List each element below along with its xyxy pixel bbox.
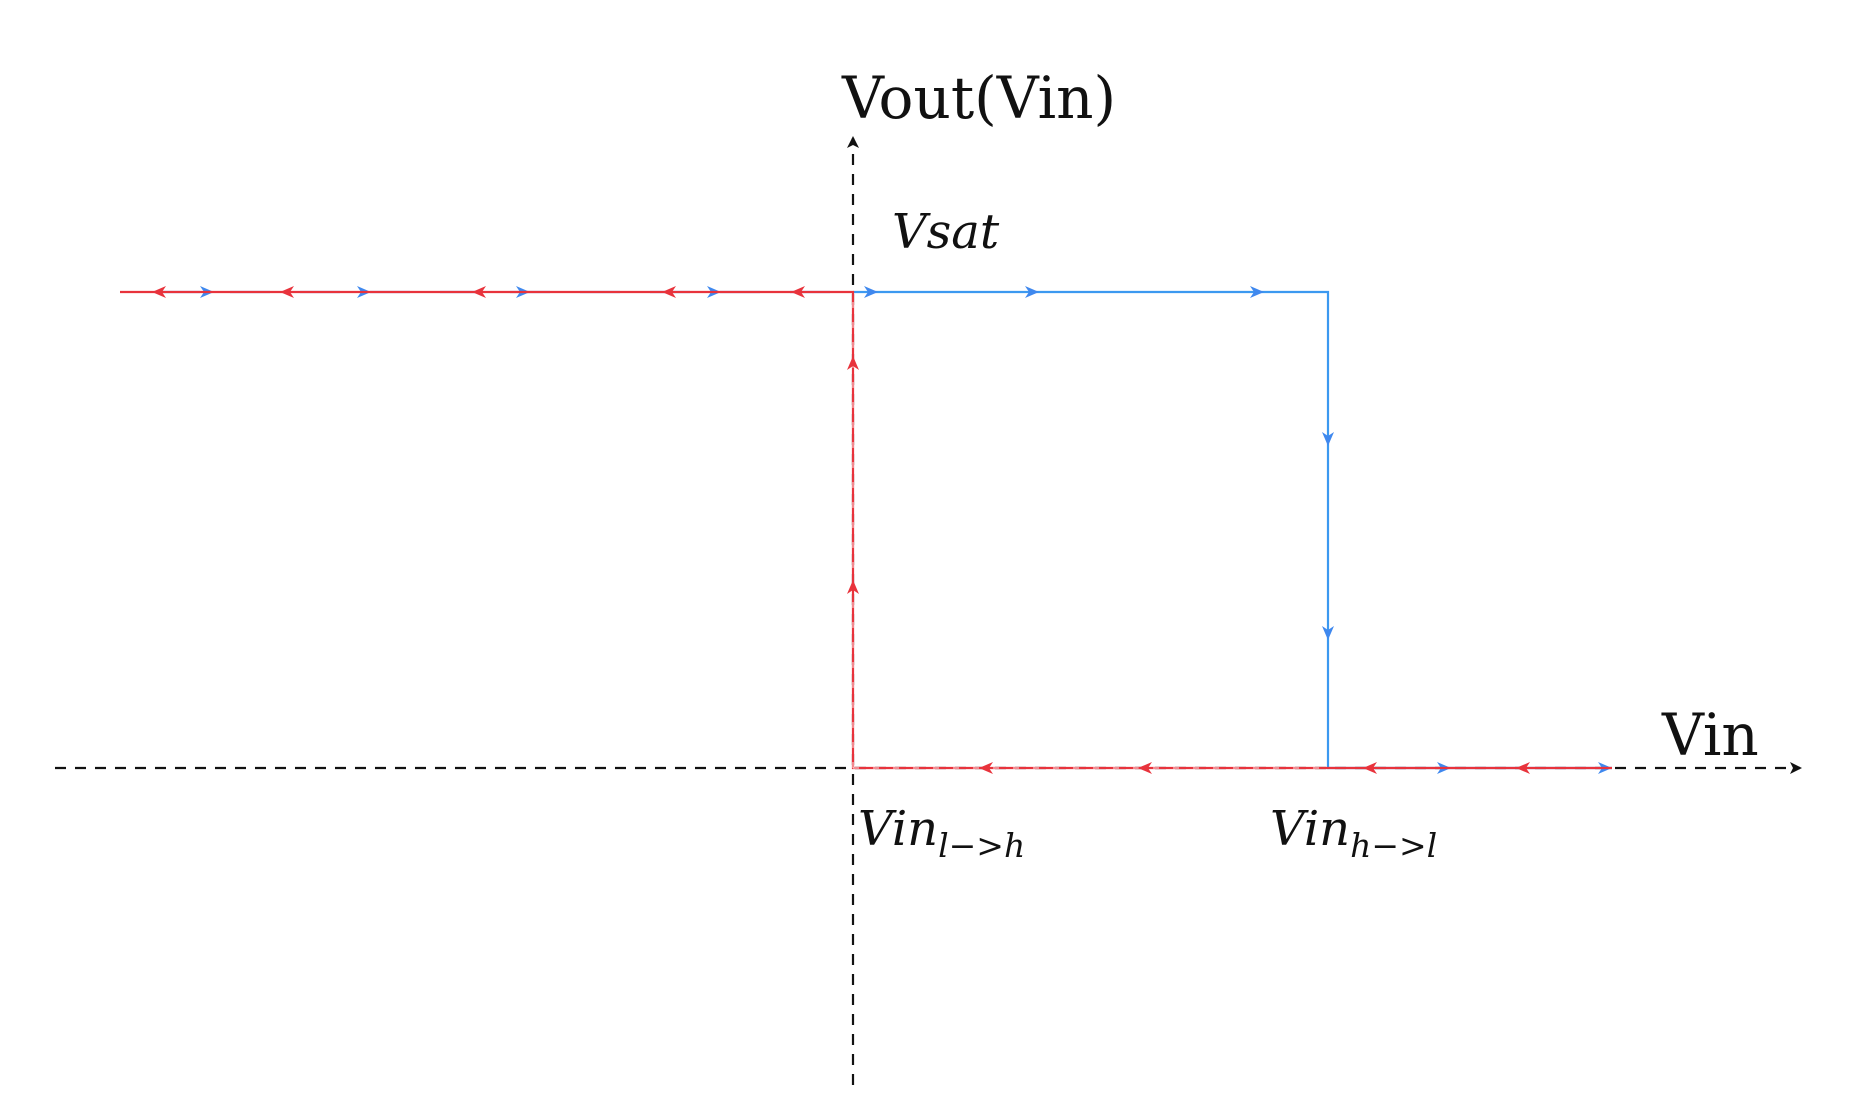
blue-hysteresis-line xyxy=(853,290,1612,770)
red-arrow-left-icon xyxy=(1138,762,1152,774)
threshold-high-low-sub: h−>l xyxy=(1350,826,1437,865)
red-hysteresis-line xyxy=(120,290,1612,770)
threshold-low-high-main: Vin xyxy=(858,801,938,857)
threshold-high-low-label: Vinh−>l xyxy=(1270,801,1437,865)
red-arrow-left-icon xyxy=(472,286,486,298)
blue-arrow-right-icon xyxy=(1025,286,1039,298)
decreasing-input-path xyxy=(120,286,1612,774)
red-arrow-left-icon xyxy=(1363,762,1377,774)
red-arrow-left-icon xyxy=(1516,762,1530,774)
threshold-high-low-main: Vin xyxy=(1270,801,1350,857)
red-arrow-left-icon xyxy=(662,286,676,298)
red-arrow-left-icon xyxy=(280,286,294,298)
blue-arrow-right-icon xyxy=(1250,286,1264,298)
saturation-label: Vsat xyxy=(892,204,1000,260)
threshold-low-high-label: Vinl−>h xyxy=(858,801,1025,865)
svg-text:Vinl−>h: Vinl−>h xyxy=(858,801,1025,865)
labels: Vout(Vin) Vin Vsat Vinl−>h Vinh−>l xyxy=(841,64,1759,865)
red-arrow-up-icon xyxy=(847,580,859,594)
blue-arrow-right-icon xyxy=(864,286,878,298)
red-arrow-left-icon xyxy=(791,286,805,298)
threshold-low-high-sub: l−>h xyxy=(938,826,1025,865)
red-arrow-left-icon xyxy=(152,286,166,298)
blue-arrow-down-icon xyxy=(1322,432,1334,446)
y-axis-title: Vout(Vin) xyxy=(841,64,1116,132)
svg-text:Vinh−>l: Vinh−>l xyxy=(1270,801,1437,865)
axes xyxy=(55,136,1802,1085)
red-arrow-left-icon xyxy=(979,762,993,774)
increasing-input-path xyxy=(160,286,1612,774)
x-axis-title: Vin xyxy=(1661,701,1759,769)
blue-arrow-down-icon xyxy=(1322,626,1334,640)
red-arrow-up-icon xyxy=(847,356,859,370)
